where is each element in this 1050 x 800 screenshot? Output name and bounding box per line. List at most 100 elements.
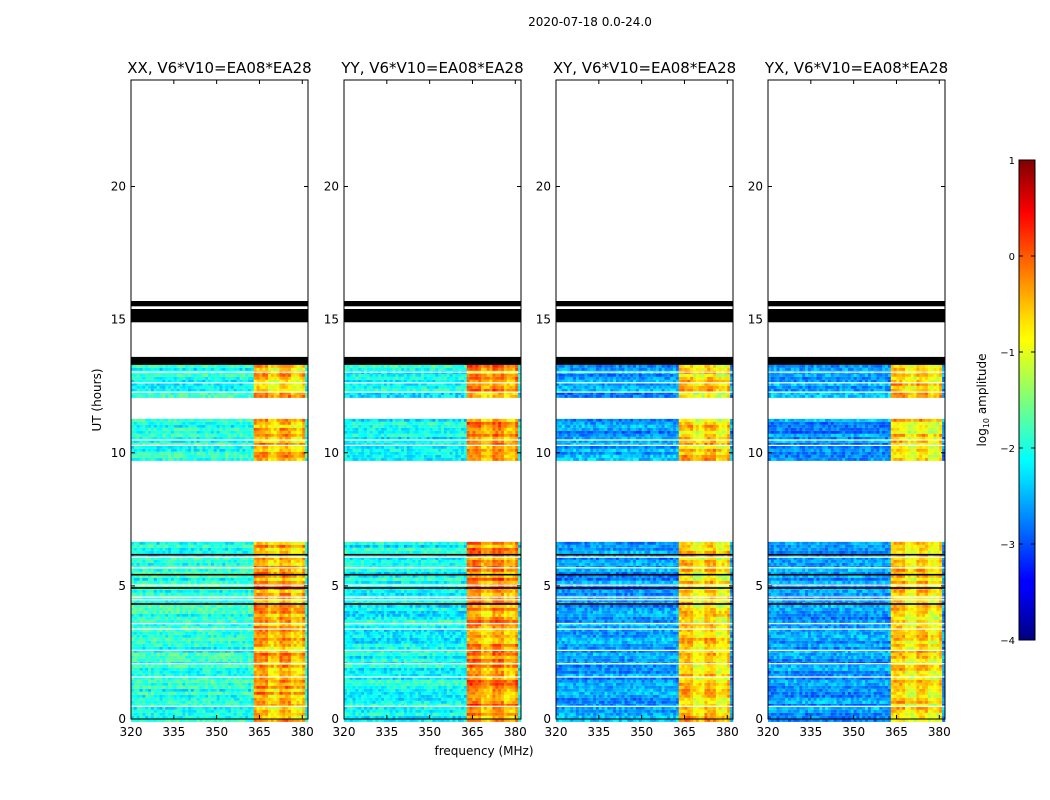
heatmap-cell (200, 431, 203, 434)
heatmap-cell (217, 422, 220, 425)
heatmap-cell (302, 434, 305, 437)
heatmap-cell (237, 434, 240, 437)
heatmap-cell (217, 419, 220, 422)
heatmap-cell (239, 452, 242, 455)
heatmap-cell (145, 389, 148, 392)
heatmap-cell (205, 458, 208, 461)
heatmap-cell (151, 395, 154, 398)
heatmap-cell (194, 395, 197, 398)
heatmap-cell (214, 434, 217, 437)
heatmap-cell (165, 446, 168, 449)
heatmap-cell (197, 368, 200, 371)
heatmap-cell (165, 419, 168, 422)
heatmap-cell (205, 422, 208, 425)
heatmap-cell (259, 374, 262, 377)
heatmap-cell (205, 551, 208, 554)
heatmap-cell (162, 428, 165, 431)
heatmap-cell (294, 455, 297, 458)
heatmap-cell (182, 377, 185, 380)
heatmap-cell (288, 428, 291, 431)
heatmap-cell (202, 389, 205, 392)
heatmap-cell (251, 389, 254, 392)
heatmap-cell (194, 422, 197, 425)
heatmap-cell (160, 551, 163, 554)
heatmap-cell (140, 548, 143, 551)
heatmap-cell (254, 458, 257, 461)
heatmap-cell (180, 377, 183, 380)
heatmap-cell (251, 449, 254, 452)
heatmap-cell (174, 551, 177, 554)
heatmap-cell (291, 374, 294, 377)
heatmap-cell (168, 374, 171, 377)
heatmap-cell (194, 368, 197, 371)
heatmap-cell (217, 428, 220, 431)
heatmap-cell (157, 431, 160, 434)
heatmap-cell (225, 386, 228, 389)
heatmap-cell (137, 374, 140, 377)
heatmap-cell (208, 434, 211, 437)
heatmap-cell (231, 422, 234, 425)
heatmap-cell (217, 548, 220, 551)
heatmap-cell (134, 422, 137, 425)
heatmap-cell (160, 386, 163, 389)
heatmap-cell (234, 377, 237, 380)
heatmap-cell (242, 449, 245, 452)
heatmap-cell (225, 419, 228, 422)
heatmap-cell (137, 368, 140, 371)
heatmap-cell (220, 428, 223, 431)
heatmap-cell (259, 428, 262, 431)
heatmap-cell (217, 542, 220, 545)
heatmap-cell (291, 551, 294, 554)
heatmap-cell (265, 386, 268, 389)
heatmap-cell (165, 545, 168, 548)
heatmap-cell (262, 455, 265, 458)
heatmap-cell (185, 425, 188, 428)
heatmap-cell (231, 560, 234, 563)
heatmap-cell (177, 386, 180, 389)
heatmap-cell (157, 377, 160, 380)
heatmap-cell (277, 452, 280, 455)
heatmap-cell (168, 422, 171, 425)
heatmap-cell (268, 377, 271, 380)
heatmap-cell (140, 560, 143, 563)
heatmap-cell (257, 395, 260, 398)
heatmap-cell (248, 542, 251, 545)
heatmap-cell (148, 374, 151, 377)
heatmap-cell (294, 431, 297, 434)
heatmap-cell (160, 431, 163, 434)
heatmap-cell (237, 551, 240, 554)
heatmap-cell (217, 395, 220, 398)
heatmap-cell (140, 374, 143, 377)
heatmap-cell (285, 545, 288, 548)
heatmap-cell (257, 455, 260, 458)
heatmap-cell (197, 374, 200, 377)
heatmap-cell (177, 377, 180, 380)
heatmap-cell (220, 425, 223, 428)
heatmap-cell (151, 548, 154, 551)
heatmap-cell (268, 542, 271, 545)
heatmap-cell (288, 368, 291, 371)
heatmap-cell (245, 449, 248, 452)
heatmap-cell (242, 431, 245, 434)
heatmap-cell (174, 365, 177, 368)
heatmap-cell (142, 428, 145, 431)
heatmap-cell (145, 374, 148, 377)
heatmap-cell (291, 455, 294, 458)
heatmap-cell (285, 431, 288, 434)
panel-title: XX, V6*V10=EA08*EA28 (127, 59, 311, 77)
heatmap-cell (282, 452, 285, 455)
heatmap-cell (202, 458, 205, 461)
heatmap-cell (165, 425, 168, 428)
heatmap-cell (299, 452, 302, 455)
heatmap-cell (225, 422, 228, 425)
heatmap-cell (265, 419, 268, 422)
heatmap-cell (285, 455, 288, 458)
heatmap-cell (279, 545, 282, 548)
heatmap-cell (174, 545, 177, 548)
heatmap-cell (274, 428, 277, 431)
heatmap-cell (154, 389, 157, 392)
heatmap-cell (251, 386, 254, 389)
heatmap-cell (277, 434, 280, 437)
heatmap-cell (200, 458, 203, 461)
heatmap-cell (140, 449, 143, 452)
